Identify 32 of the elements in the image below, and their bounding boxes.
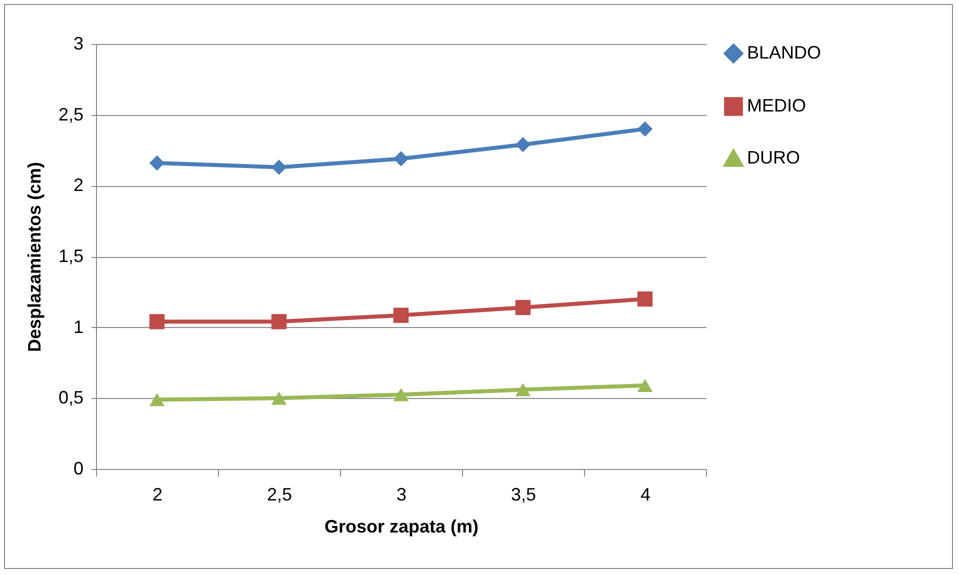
point	[149, 393, 165, 406]
y-tick-label: 0	[73, 458, 84, 478]
y-tick-label: 0,5	[58, 388, 84, 408]
point	[637, 291, 653, 307]
x-tick-label: 2,5	[266, 484, 292, 504]
point	[393, 308, 409, 323]
point	[149, 314, 165, 330]
x-tick-label: 3,5	[510, 484, 536, 504]
point	[271, 314, 287, 330]
y-axis-title: Desplazamientos (cm)	[24, 162, 44, 352]
y-tick-label: 1,5	[58, 246, 84, 266]
x-tick-label: 4	[640, 484, 651, 504]
legend-label: DURO	[747, 148, 800, 168]
x-tick-label: 2	[152, 484, 163, 504]
point	[515, 383, 531, 396]
y-tick-label: 2,5	[58, 104, 84, 124]
point	[515, 137, 531, 152]
x-axis-title: Grosor zapata (m)	[324, 516, 479, 536]
y-tick-label: 1	[73, 316, 84, 337]
point	[271, 160, 287, 175]
y-tick-label: 3	[73, 34, 84, 54]
point	[393, 151, 409, 166]
point	[393, 388, 409, 402]
point	[271, 392, 287, 405]
point	[637, 121, 653, 137]
y-tick-label: 2	[73, 175, 84, 196]
x-tick-label: 3	[396, 484, 407, 504]
point	[637, 378, 653, 392]
point	[149, 155, 165, 171]
legend-label: BLANDO	[747, 42, 822, 62]
legend-label: MEDIO	[747, 96, 806, 116]
point	[515, 300, 531, 316]
